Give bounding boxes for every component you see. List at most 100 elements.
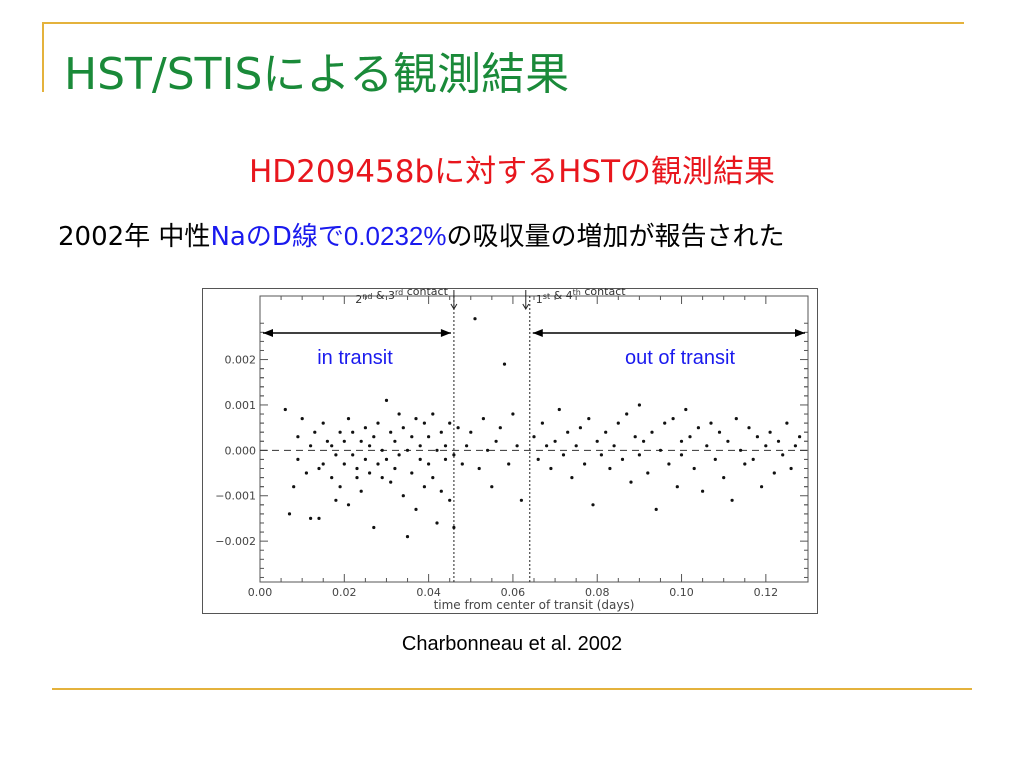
data-point [684,407,688,412]
desc-value: 0.0232% [343,221,447,251]
data-point [296,457,300,461]
data-point [764,444,768,448]
y-tick-label: 0.001 [225,399,257,412]
data-point [338,430,342,434]
data-point [734,417,738,421]
data-point [760,485,764,489]
data-point [465,444,469,448]
data-point [667,462,671,466]
desc-year: 2002年 中性 [58,222,211,252]
data-point [583,462,587,466]
data-point [755,435,760,439]
data-point [431,476,435,480]
x-axis-title: time from center of transit (days) [434,598,635,612]
region-arrowhead-right [795,329,805,337]
data-point [452,525,456,530]
data-point [781,453,785,457]
bottom-accent-line [52,688,972,690]
region-arrowhead-left [532,329,543,337]
data-point [536,457,540,461]
data-point [304,471,308,475]
top-accent-line [42,22,964,24]
data-point [309,516,313,520]
data-point [675,485,679,489]
data-point [679,453,684,457]
data-point [726,439,730,443]
data-point [397,412,401,416]
data-point [405,448,410,452]
data-point [439,489,443,493]
data-point [384,457,389,461]
data-point [325,439,329,443]
data-point [380,448,384,452]
data-point [443,444,448,448]
y-tick-label: −0.002 [215,535,256,548]
x-tick-label: 0.08 [585,586,610,599]
data-point [287,512,292,516]
data-point [743,462,747,466]
x-tick-label: 0.12 [754,586,779,599]
data-point [553,439,557,443]
data-point [338,485,342,489]
data-point [561,453,566,457]
data-point [477,466,481,471]
data-point [557,407,561,412]
data-point [414,417,418,421]
x-tick-label: 0.00 [248,586,273,599]
x-tick-label: 0.10 [669,586,694,599]
data-point [772,471,776,475]
data-point [368,444,372,448]
data-point [296,435,300,439]
data-point [330,444,334,448]
contact-arrowhead [450,303,458,310]
contact-label-part: & 4 [550,289,573,302]
contact-label: 2nd & 3rd contact [355,288,448,306]
data-point [612,444,616,448]
data-point [334,498,338,502]
region-arrowhead-right [440,329,451,337]
data-point [410,435,414,439]
data-point [330,476,334,480]
data-point [595,439,599,443]
region-arrowhead-left [263,329,273,337]
x-tick-label: 0.06 [501,586,526,599]
data-point [401,426,405,430]
data-point [401,494,405,498]
contact-label-part: nd [362,292,372,301]
slide-subtitle: HD209458bに対するHSTの観測結果 [248,154,776,190]
contact-label-part: contact [403,288,448,298]
contact-label-part: th [573,288,581,297]
data-point [473,317,477,321]
data-point [393,439,397,443]
data-point [435,521,439,525]
y-tick-label: 0.002 [225,354,257,367]
data-point [722,476,726,480]
data-point [418,444,422,448]
data-point [300,417,304,421]
data-point [717,430,722,434]
data-point [599,453,603,457]
data-point [389,430,393,434]
data-point [663,421,667,425]
data-point [389,480,393,484]
data-point [414,507,418,511]
data-point [730,498,734,502]
data-point [481,417,485,421]
data-point [502,362,507,366]
transit-scatter-plot: 0.00 0.02 0.04 0.06 0.08 0.10 0.12 0.002 0.001 0.… [202,288,818,614]
data-point [317,516,321,520]
data-point [351,430,355,434]
data-point [751,457,755,461]
data-point [346,417,351,421]
data-point [486,448,490,452]
data-point [418,457,422,461]
data-point [789,466,793,471]
data-point [591,503,595,507]
data-point [422,485,426,489]
data-point [321,462,325,466]
contact-arrowhead [522,303,530,310]
data-point [443,457,448,461]
data-point [380,476,384,480]
data-point [469,430,473,434]
region-label: in transit [317,347,393,369]
